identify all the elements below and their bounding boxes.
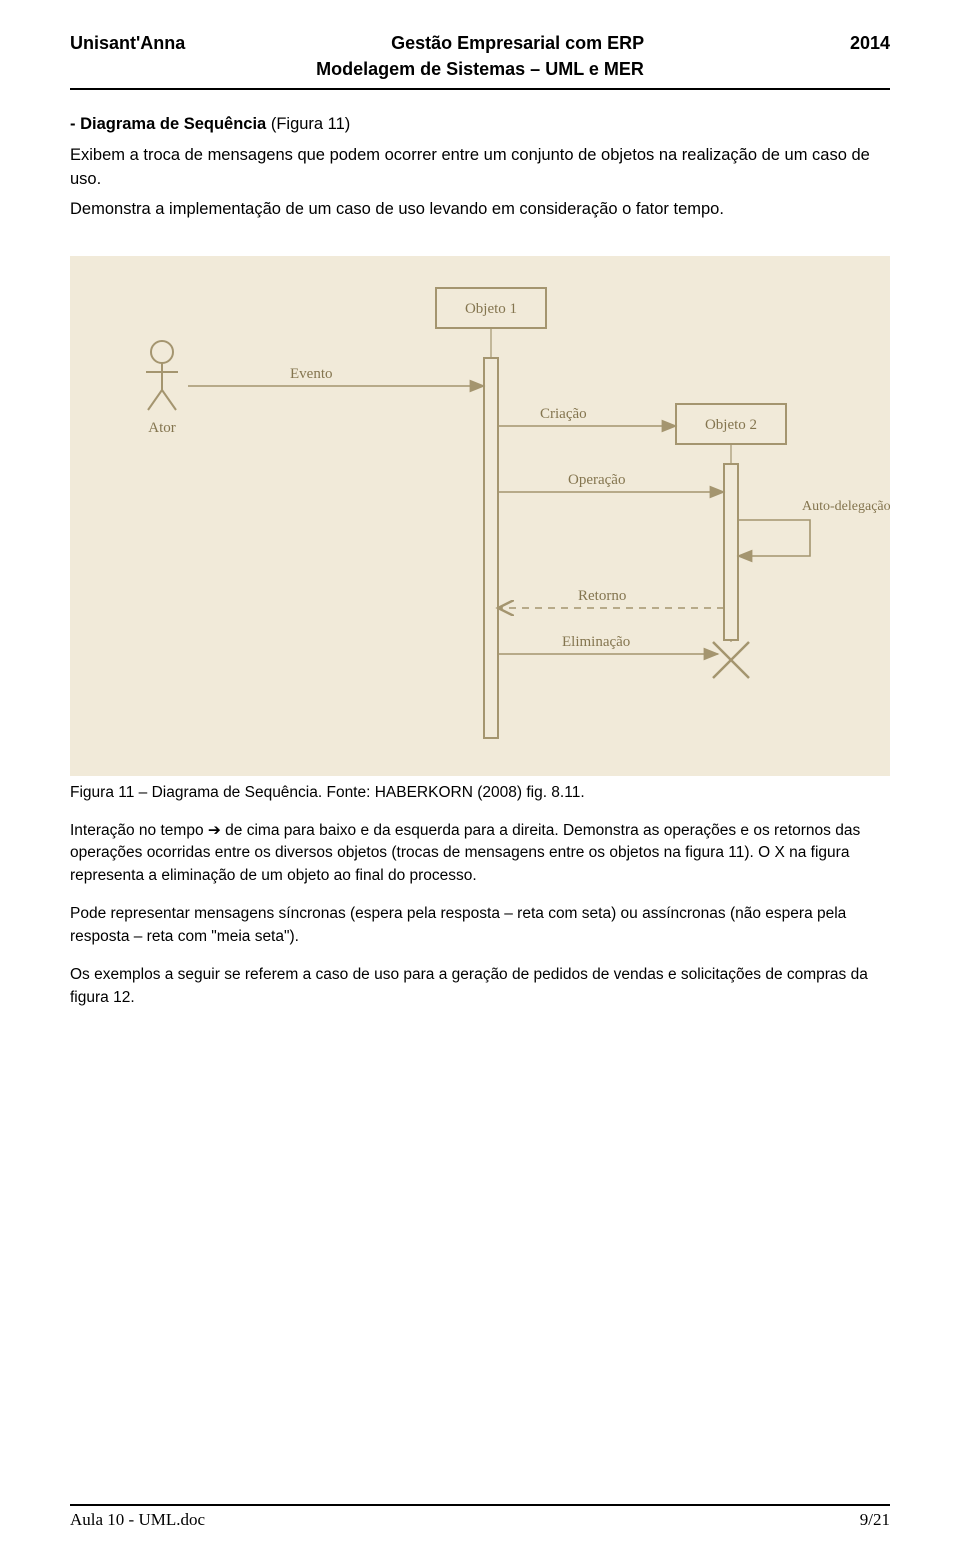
body-p1-a: Interação no tempo: [70, 822, 208, 839]
svg-text:Retorno: Retorno: [578, 588, 626, 604]
sequence-diagram-svg: Objeto 1 Ator Evento Objeto 2 Criação Operaçã…: [70, 256, 890, 776]
svg-text:Auto-delegação: Auto-delegação: [802, 499, 890, 514]
svg-text:Evento: Evento: [290, 366, 333, 382]
svg-text:Eliminação: Eliminação: [562, 634, 630, 650]
page-footer: Aula 10 - UML.doc 9/21: [70, 1504, 890, 1530]
svg-text:Ator: Ator: [148, 420, 176, 436]
section-intro: - Diagrama de Sequência (Figura 11) Exib…: [70, 112, 890, 222]
arrow-icon: ➔: [208, 822, 221, 839]
svg-text:Objeto 1: Objeto 1: [465, 301, 517, 317]
body-para-2: Pode representar mensagens síncronas (es…: [70, 903, 890, 948]
sequence-diagram-figure: Objeto 1 Ator Evento Objeto 2 Criação Operaçã…: [70, 256, 890, 776]
header-subtitle: Modelagem de Sistemas – UML e MER: [70, 56, 890, 82]
intro-para-2: Demonstra a implementação de um caso de …: [70, 197, 890, 221]
footer-filename: Aula 10 - UML.doc: [70, 1510, 205, 1530]
header-institution: Unisant'Anna: [70, 30, 185, 56]
footer-pagenum: 9/21: [860, 1510, 890, 1530]
body-para-3: Os exemplos a seguir se referem a caso d…: [70, 964, 890, 1009]
section-title-ref: (Figura 11): [271, 115, 350, 133]
body-para-1: Interação no tempo ➔ de cima para baixo …: [70, 820, 890, 887]
svg-text:Criação: Criação: [540, 406, 587, 422]
header-course: Gestão Empresarial com ERP: [391, 30, 644, 56]
footer-divider: [70, 1504, 890, 1506]
svg-text:Operação: Operação: [568, 472, 625, 488]
body-text: Interação no tempo ➔ de cima para baixo …: [70, 820, 890, 1009]
svg-text:Objeto 2: Objeto 2: [705, 417, 757, 433]
header-year: 2014: [850, 30, 890, 56]
figure-caption: Figura 11 – Diagrama de Sequência. Fonte…: [70, 784, 890, 802]
section-title: - Diagrama de Sequência: [70, 115, 271, 133]
header-divider: [70, 88, 890, 90]
page-header: Unisant'Anna Gestão Empresarial com ERP …: [70, 30, 890, 90]
intro-para-1: Exibem a troca de mensagens que podem oc…: [70, 143, 890, 192]
